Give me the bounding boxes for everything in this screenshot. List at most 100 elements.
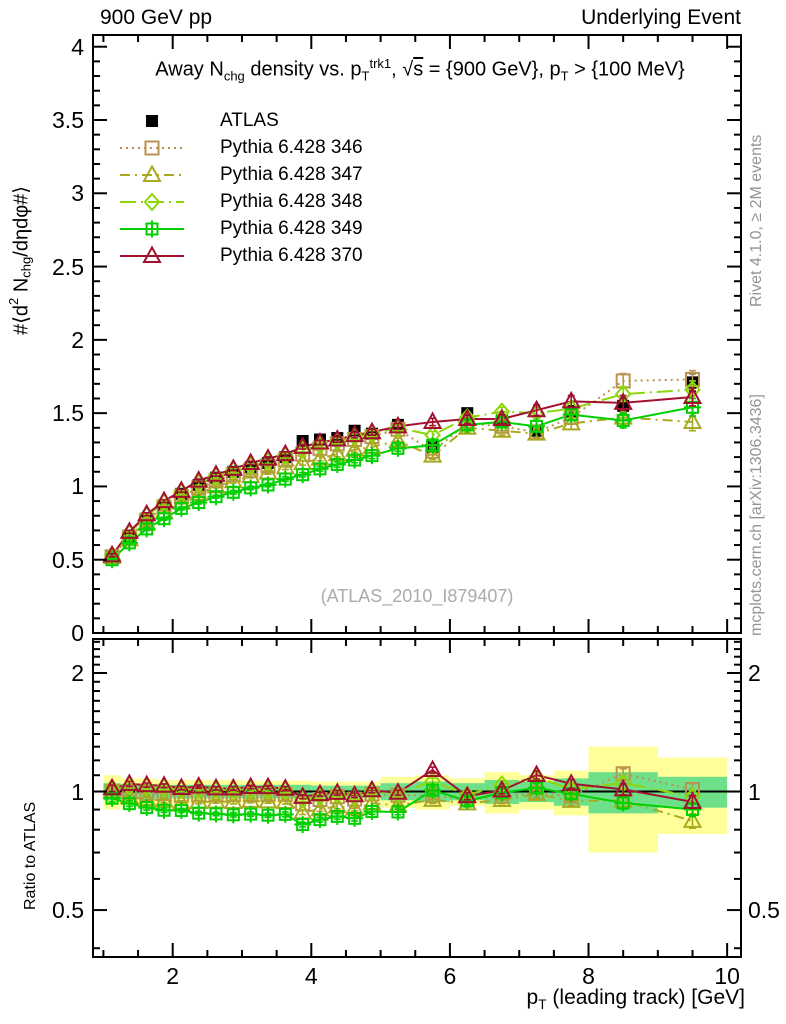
marker-triangle-open [292,786,313,804]
marker-triangle-open [223,458,244,476]
title-segment: , [391,58,403,81]
marker-triangle-open [344,784,365,803]
legend: ATLAS Pythia 6.428 346 Pythia 6.428 347 Pyt… [118,107,363,269]
main-y-tick-label: 3.5 [52,107,84,133]
legend-marker-boxplus-open [120,220,184,237]
marker-triangle-open [561,412,581,431]
x-tick-label: 2 [166,963,180,989]
marker-triangle-open [240,776,261,795]
title-segment: density vs. p [244,58,362,81]
title-segment: (leading track) [GeV] [546,986,745,1009]
marker-triangle-open [137,503,157,522]
legend-marker-triangle-open [120,244,184,263]
legend-entry-pythia-6.428-348: Pythia 6.428 348 [118,188,363,215]
legend-entry-pythia-6.428-349: Pythia 6.428 349 [118,215,363,242]
analysis-group-label: Underlying Event [581,6,741,29]
marker-triangle-open [310,431,330,450]
marker-triangle-open [154,775,174,793]
ratio-panel-border [92,638,742,958]
marker-triangle-open [422,411,443,429]
analysis-id-watermark: (ATLAS_2010_I879407) [320,586,514,606]
title-segment: N [10,277,33,298]
main-y-tick-label: 1 [71,473,84,500]
marker-triangle-open [188,469,209,488]
series-points-pythia-6.428-370 [102,759,703,810]
main-y-tick-label: 2.5 [52,253,84,280]
marker-triangle-open [119,773,140,791]
x-tick-label: 6 [443,963,457,989]
marker-triangle-open [422,445,443,463]
marker-triangle-open [258,776,278,795]
marker-triangle-open [188,775,209,794]
marker-triangle-open [457,417,477,435]
marker-triangle-open [388,782,408,800]
marker-triangle-open [526,764,547,783]
main-y-tick-label: 2 [71,326,84,353]
legend-marker-square-filled [146,114,158,127]
marker-triangle-open [457,785,477,804]
legend-marker-square-open [120,140,184,155]
title-segment: p [526,986,539,1009]
legend-label: Pythia 6.428 346 [220,136,363,158]
legend-label: Pythia 6.428 347 [220,163,363,185]
marker-triangle-open [362,779,382,798]
marker-triangle-open [137,774,157,793]
marker-triangle-open [223,777,244,796]
generator-version-note: Rivet 4.1.0, ≥ 2M events [748,134,765,307]
title-segment: T [538,997,547,1013]
marker-triangle-open [613,778,633,797]
series-line-pythia-6.428-346 [111,378,693,558]
marker-triangle-open [561,390,581,409]
title-segment: > {100 MeV} [568,58,685,81]
title-segment: T [560,68,569,84]
ratio-y-tick-label-left: 1 [71,778,84,805]
legend-label: ATLAS [220,109,279,131]
marker-triangle-open [206,464,226,482]
marker-triangle-open [171,777,192,795]
main-y-tick-label: 0.5 [52,546,84,573]
marker-triangle-open [142,244,162,263]
main-y-tick-label: 1.5 [52,400,84,427]
marker-triangle-open [275,443,296,462]
legend-entry-pythia-6.428-346: Pythia 6.428 346 [118,134,363,161]
ratio-y-tick-label-left: 0.5 [52,897,84,924]
title-segment: chg [223,68,245,84]
marker-triangle-open [275,778,296,796]
title-segment: = {900 GeV}, p [423,58,561,81]
marker-triangle-open [682,791,703,809]
series-points-pythia-6.428-370 [102,386,703,563]
marker-triangle-open [362,421,382,440]
marker-triangle-open [492,779,512,798]
ratio-y-tick-label-right: 0.5 [748,897,780,924]
series-points-pythia-6.428-348 [103,380,701,565]
marker-triangle-open [258,448,278,466]
marker-triangle-open [457,408,477,427]
legend-entry-pythia-6.428-347: Pythia 6.428 347 [118,161,363,188]
marker-triangle-open [292,436,313,454]
marker-triangle-open [310,783,330,802]
main-y-tick-label: 3 [71,180,84,207]
marker-triangle-open [344,424,365,443]
x-tick-label: 10 [714,963,740,989]
title-segment: Away N [155,58,224,81]
marker-triangle-open [388,415,408,434]
title-segment: T [361,68,370,84]
legend-label: Pythia 6.428 370 [220,244,363,266]
title-segment: √ [402,58,414,81]
marker-triangle-open [206,777,226,796]
legend-label: Pythia 6.428 349 [220,217,363,239]
axis-ticks [93,35,741,957]
marker-triangle-open [682,810,703,828]
legend-label: Pythia 6.428 348 [220,190,363,212]
beam-energy-label: 900 GeV pp [100,6,213,29]
marker-triangle-open [682,386,703,405]
mcplots-reference-note: mcplots.cern.ch [arXiv:1306.3436] [748,394,765,636]
title-segment: 2 [6,297,21,305]
x-tick-label: 4 [304,963,318,989]
legend-entry-atlas: ATLAS [118,107,363,134]
plot-title: Away Nchg density vs. pTtrk1, √s = {900 … [105,56,735,84]
marker-triangle-open [422,759,443,778]
marker-triangle-open [102,777,122,796]
main-y-tick-label: 4 [71,33,84,60]
